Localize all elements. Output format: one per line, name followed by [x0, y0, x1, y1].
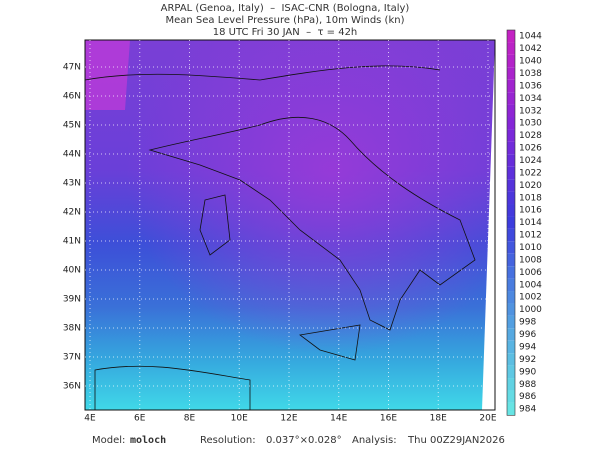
colorbar-cell [507, 216, 515, 229]
colorbar-cell [507, 241, 515, 254]
lat-label: 46N [63, 92, 81, 102]
analysis-label: Analysis: [352, 435, 397, 446]
colorbar-cell [507, 179, 515, 192]
resolution-label: Resolution: [200, 435, 256, 446]
header: ARPAL (Genoa, Italy) – ISAC-CNR (Bologna… [161, 3, 410, 38]
lon-label: 18E [430, 414, 447, 424]
colorbar-cell [507, 191, 515, 205]
colorbar-cell [507, 166, 515, 180]
colorbar-label: 1026 [519, 144, 542, 154]
colorbar-label: 1024 [519, 156, 542, 166]
colorbar-label: 1010 [519, 243, 542, 253]
lat-label: 42N [63, 208, 81, 218]
colorbar-label: 988 [519, 380, 536, 390]
lat-label: 47N [63, 63, 81, 73]
colorbar-label: 1012 [519, 231, 542, 241]
colorbar-label: 1004 [519, 280, 542, 290]
colorbar-label: 1040 [519, 57, 542, 67]
colorbar-label: 994 [519, 342, 536, 352]
colorbar-label: 1016 [519, 206, 542, 216]
colorbar-cell [507, 291, 515, 304]
colorbar-cell [507, 340, 515, 354]
colorbar-cell [507, 315, 515, 329]
lon-label: 16E [380, 414, 397, 424]
lat-label: 40N [63, 266, 81, 276]
colorbar-cell [507, 117, 515, 130]
colorbar-label: 1032 [519, 106, 542, 116]
colorbar-label: 1034 [519, 94, 542, 104]
lat-label: 43N [63, 179, 81, 189]
colorbar-label: 990 [519, 367, 536, 377]
colorbar-label: 1008 [519, 255, 542, 265]
colorbar-label: 1014 [519, 218, 542, 228]
lat-label: 45N [63, 121, 81, 131]
colorbar-label: 1002 [519, 293, 542, 303]
colorbar-cell [507, 79, 515, 93]
colorbar-label: 1042 [519, 44, 542, 54]
header-line: 18 UTC Fri 30 JAN – τ = 42h [213, 27, 358, 38]
colorbar-cell [507, 204, 515, 217]
analysis: Thu 00Z29JAN2026 [407, 435, 505, 446]
lon-label: 8E [184, 414, 196, 424]
colorbar-cell [507, 129, 515, 142]
colorbar-cell [507, 266, 515, 279]
colorbar-label: 986 [519, 392, 536, 402]
colorbar-label: 1022 [519, 168, 542, 178]
model: moloch [130, 435, 166, 446]
lat-label: 38N [63, 324, 81, 334]
colorbar-frame [506, 29, 516, 416]
colorbar-label: 1006 [519, 268, 542, 278]
colorbar-cell [507, 402, 515, 416]
colorbar-cell [507, 154, 515, 167]
header-line: ARPAL (Genoa, Italy) – ISAC-CNR (Bologna… [161, 3, 410, 14]
colorbar-cell [507, 30, 515, 43]
colorbar-label: 1020 [519, 181, 542, 191]
model-label: Model: [92, 435, 125, 446]
lat-label: 39N [63, 295, 81, 305]
lon-label: 14E [330, 414, 347, 424]
colorbar-cell [507, 378, 515, 391]
colorbar-cell [507, 253, 515, 267]
lon-label: 12E [280, 414, 297, 424]
lon-label: 6E [134, 414, 146, 424]
colorbar-cell [507, 278, 515, 292]
colorbar-label: 1044 [519, 32, 542, 42]
colorbar-cell [507, 303, 515, 316]
colorbar-label: 1030 [519, 119, 542, 129]
colorbar-cell [507, 54, 515, 68]
colorbar-label: 1000 [519, 305, 542, 315]
colorbar-label: 998 [519, 318, 536, 328]
colorbar-label: 1036 [519, 81, 542, 91]
colorbar-label: 1018 [519, 193, 542, 203]
lat-label: 41N [63, 237, 81, 247]
map [84, 39, 496, 411]
colorbar-cell [507, 92, 515, 105]
lat-label: 36N [63, 382, 81, 392]
colorbar-cell [507, 42, 515, 55]
colorbar-label: 996 [519, 330, 536, 340]
resolution: 0.037°×0.028° [266, 435, 342, 446]
lon-label: 4E [84, 414, 96, 424]
colorbar-cell [507, 141, 515, 155]
colorbar-label: 984 [519, 405, 536, 415]
colorbar-cell [507, 390, 515, 403]
lon-label: 20E [479, 414, 496, 424]
lat-label: 37N [63, 353, 81, 363]
colorbar-cell [507, 104, 515, 118]
colorbar-cell [507, 67, 515, 80]
colorbar-label: 1038 [519, 69, 542, 79]
colorbar-cell [507, 328, 515, 341]
header-line: Mean Sea Level Pressure (hPa), 10m Winds… [166, 15, 405, 26]
colorbar-label: 992 [519, 355, 536, 365]
colorbar-cell [507, 228, 515, 242]
colorbar-cell [507, 353, 515, 366]
colorbar-cell [507, 365, 515, 379]
colorbar-label: 1028 [519, 131, 542, 141]
lon-label: 10E [231, 414, 248, 424]
footer: Model: moloch Resolution: 0.037°×0.028° … [92, 435, 505, 446]
lat-label: 44N [63, 150, 81, 160]
